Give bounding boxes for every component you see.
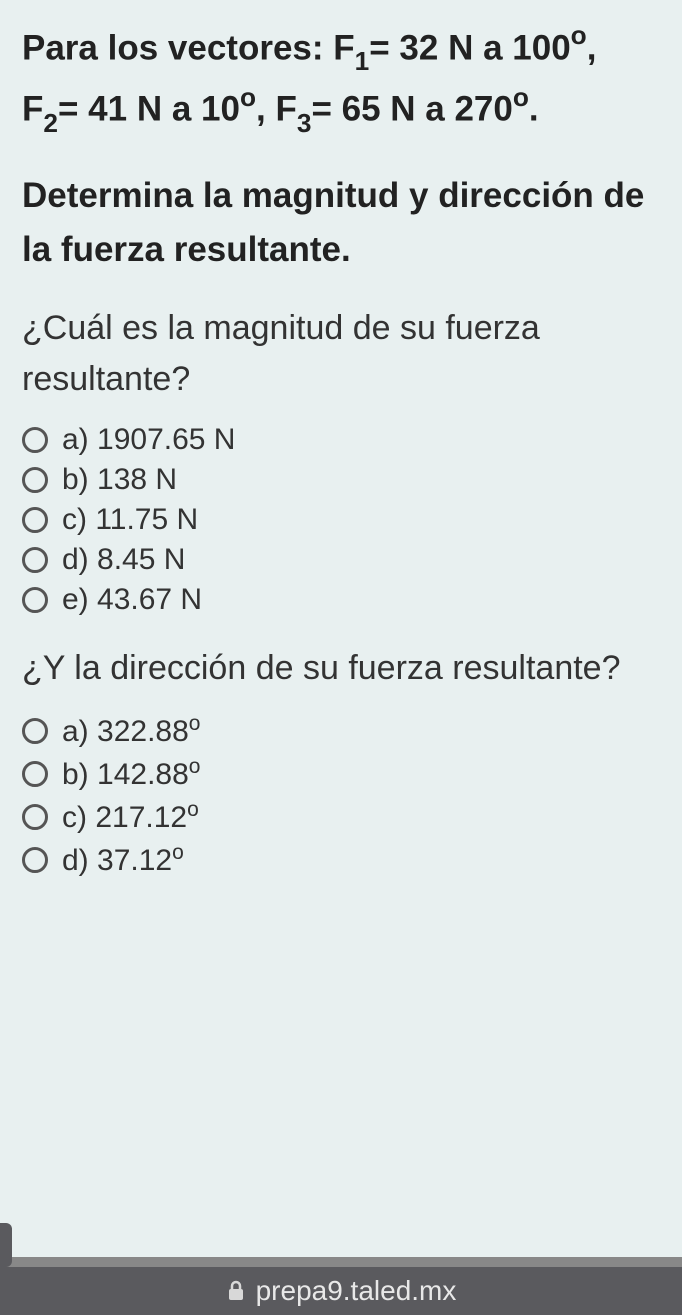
question-2-options: a) 322.88o b) 142.88o c) 217.12o d) 37.1…	[22, 712, 660, 878]
option-label-text: b) 142.88	[62, 758, 189, 791]
radio-icon	[22, 427, 48, 453]
problem-statement: Para los vectores: F1= 32 N a 100o, F2= …	[22, 18, 660, 141]
option-q2-c[interactable]: c) 217.12o	[22, 798, 660, 835]
option-q2-a[interactable]: a) 322.88o	[22, 712, 660, 749]
option-label: b) 142.88o	[62, 755, 200, 792]
radio-icon	[22, 847, 48, 873]
option-label: a) 322.88o	[62, 712, 200, 749]
subscript-2: 2	[43, 108, 58, 138]
degree-sup: o	[187, 798, 199, 821]
degree-sup: o	[189, 712, 201, 735]
option-label: c) 217.12o	[62, 798, 199, 835]
question-2-text: ¿Y la dirección de su fuerza resultante?	[22, 643, 660, 694]
option-label: a) 1907.65 N	[62, 423, 235, 457]
option-q1-a[interactable]: a) 1907.65 N	[22, 423, 660, 457]
option-label-text: a) 322.88	[62, 715, 189, 748]
option-label-text: d) 37.12	[62, 844, 172, 877]
problem-text: .	[529, 90, 539, 129]
degree-sup: o	[172, 841, 184, 864]
option-label: d) 8.45 N	[62, 543, 185, 577]
degree-sup: o	[571, 20, 587, 50]
edge-tab	[0, 1223, 12, 1267]
radio-icon	[22, 761, 48, 787]
problem-text: = 65 N a 270	[311, 90, 512, 129]
option-q1-e[interactable]: e) 43.67 N	[22, 583, 660, 617]
radio-icon	[22, 467, 48, 493]
option-q1-d[interactable]: d) 8.45 N	[22, 543, 660, 577]
instruction-text: Determina la magnitud y dirección de la …	[22, 169, 660, 278]
option-q2-b[interactable]: b) 142.88o	[22, 755, 660, 792]
option-q2-d[interactable]: d) 37.12o	[22, 841, 660, 878]
degree-sup: o	[513, 82, 529, 112]
degree-sup: o	[189, 755, 201, 778]
lock-icon	[226, 1279, 246, 1303]
radio-icon	[22, 587, 48, 613]
divider-strip	[0, 1257, 682, 1267]
subscript-1: 1	[355, 46, 370, 76]
option-label: b) 138 N	[62, 463, 177, 497]
problem-text: = 32 N a 100	[369, 29, 570, 68]
radio-icon	[22, 547, 48, 573]
option-label: e) 43.67 N	[62, 583, 202, 617]
degree-sup: o	[240, 82, 256, 112]
option-label-text: c) 217.12	[62, 801, 187, 834]
url-text: prepa9.taled.mx	[256, 1275, 457, 1307]
problem-text: , F	[256, 90, 297, 129]
radio-icon	[22, 507, 48, 533]
subscript-3: 3	[297, 108, 312, 138]
problem-text: Para los vectores: F	[22, 29, 355, 68]
question-1-options: a) 1907.65 N b) 138 N c) 11.75 N d) 8.45…	[22, 423, 660, 617]
problem-text: = 41 N a 10	[58, 90, 240, 129]
radio-icon	[22, 804, 48, 830]
option-q1-c[interactable]: c) 11.75 N	[22, 503, 660, 537]
option-label: c) 11.75 N	[62, 503, 198, 537]
question-1-text: ¿Cuál es la magnitud de su fuerza result…	[22, 303, 660, 405]
option-q1-b[interactable]: b) 138 N	[22, 463, 660, 497]
url-bar[interactable]: prepa9.taled.mx	[0, 1267, 682, 1315]
radio-icon	[22, 718, 48, 744]
option-label: d) 37.12o	[62, 841, 184, 878]
